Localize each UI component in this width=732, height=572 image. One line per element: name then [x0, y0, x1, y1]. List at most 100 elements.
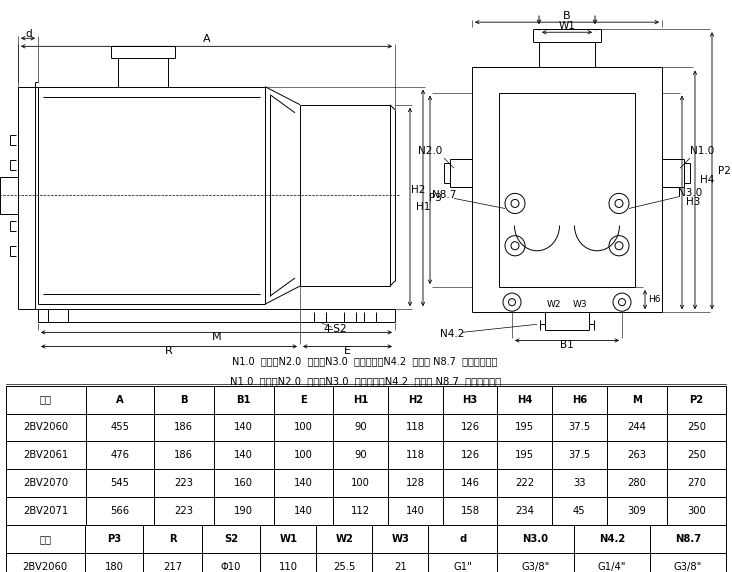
Text: 4-S2: 4-S2	[324, 324, 347, 335]
Text: N3.0: N3.0	[523, 534, 548, 544]
Text: 250: 250	[687, 450, 706, 460]
Text: N4.2: N4.2	[599, 534, 625, 544]
Text: 37.5: 37.5	[568, 450, 591, 460]
Bar	[274, 442, 334, 470]
Bar	[607, 442, 667, 470]
Text: 566: 566	[111, 506, 130, 516]
Bar	[497, 525, 574, 553]
Text: B: B	[180, 395, 187, 404]
Bar	[388, 386, 443, 414]
Text: 118: 118	[406, 450, 425, 460]
Text: H6: H6	[572, 395, 587, 404]
Bar	[650, 525, 726, 553]
Bar	[373, 525, 428, 553]
Text: 21: 21	[394, 562, 407, 572]
Text: 100: 100	[351, 478, 370, 488]
Bar	[202, 525, 261, 553]
Text: N2.0: N2.0	[418, 146, 442, 156]
Bar	[552, 497, 607, 525]
Bar	[497, 470, 552, 497]
Bar	[607, 497, 667, 525]
Bar	[214, 497, 274, 525]
Bar	[261, 525, 316, 553]
Bar	[261, 553, 316, 572]
Bar	[607, 470, 667, 497]
Bar	[274, 470, 334, 497]
Text: W3: W3	[392, 534, 409, 544]
Text: 45: 45	[573, 506, 586, 516]
Bar	[373, 553, 428, 572]
Bar	[497, 442, 552, 470]
Text: d: d	[26, 29, 32, 39]
Bar	[143, 553, 202, 572]
Bar	[143, 525, 202, 553]
Text: 280: 280	[627, 478, 646, 488]
Text: 140: 140	[294, 506, 313, 516]
Text: N1.0  吸气口N2.0  排气口N3.0  工作液接口N4.2  排水口 N8.7  汽蚀保护接口: N1.0 吸气口N2.0 排气口N3.0 工作液接口N4.2 排水口 N8.7 …	[232, 356, 498, 367]
Bar	[334, 414, 388, 442]
Bar	[388, 470, 443, 497]
Bar	[607, 386, 667, 414]
Text: N8.7: N8.7	[675, 534, 701, 544]
Bar	[552, 386, 607, 414]
Text: 25.5: 25.5	[333, 562, 356, 572]
Bar	[6, 386, 86, 414]
Bar	[667, 414, 726, 442]
Text: N1.0: N1.0	[690, 146, 714, 156]
Bar	[334, 386, 388, 414]
Text: 2BV2061: 2BV2061	[23, 450, 69, 460]
Text: N4.2: N4.2	[440, 329, 464, 339]
Bar	[334, 470, 388, 497]
Text: W2: W2	[547, 300, 561, 309]
Text: 100: 100	[294, 450, 313, 460]
Text: 128: 128	[406, 478, 425, 488]
Text: 476: 476	[111, 450, 130, 460]
Bar	[443, 470, 497, 497]
Text: P3: P3	[429, 193, 442, 203]
Text: H2: H2	[411, 185, 425, 195]
Text: 309: 309	[627, 506, 646, 516]
Text: 2BV2060: 2BV2060	[23, 562, 67, 572]
Bar	[443, 414, 497, 442]
Text: P2: P2	[690, 395, 703, 404]
Text: 160: 160	[234, 478, 253, 488]
Text: 222: 222	[515, 478, 534, 488]
Text: 2BV2071: 2BV2071	[23, 506, 69, 516]
Text: P3: P3	[107, 534, 121, 544]
Bar	[552, 414, 607, 442]
Text: W2: W2	[335, 534, 354, 544]
Text: B1: B1	[236, 395, 251, 404]
Bar	[574, 525, 650, 553]
Bar	[6, 525, 85, 553]
Bar	[667, 386, 726, 414]
Bar	[214, 386, 274, 414]
Bar	[552, 470, 607, 497]
Text: 186: 186	[174, 423, 193, 432]
Text: R: R	[165, 347, 173, 356]
Text: 112: 112	[351, 506, 370, 516]
Text: 250: 250	[687, 423, 706, 432]
Text: 140: 140	[294, 478, 313, 488]
Bar	[443, 497, 497, 525]
Bar	[86, 414, 154, 442]
Bar	[497, 497, 552, 525]
Text: 型号: 型号	[40, 395, 52, 404]
Text: 217: 217	[163, 562, 182, 572]
Bar	[86, 470, 154, 497]
Bar	[85, 525, 143, 553]
Text: A: A	[116, 395, 124, 404]
Text: H3: H3	[686, 197, 701, 208]
Bar	[6, 442, 86, 470]
Bar	[86, 386, 154, 414]
Bar	[154, 470, 214, 497]
Text: N1.0  吸气口N2.0  排气口N3.0  工作液接口N4.2  排水口 N8.7  汽蚀保护接口: N1.0 吸气口N2.0 排气口N3.0 工作液接口N4.2 排水口 N8.7 …	[231, 376, 501, 387]
Text: 90: 90	[354, 423, 367, 432]
Text: Φ10: Φ10	[221, 562, 242, 572]
Bar	[214, 442, 274, 470]
Bar	[388, 497, 443, 525]
Bar	[388, 414, 443, 442]
Text: H6: H6	[648, 295, 660, 304]
Text: 33: 33	[573, 478, 586, 488]
Text: 118: 118	[406, 423, 425, 432]
Bar	[443, 442, 497, 470]
